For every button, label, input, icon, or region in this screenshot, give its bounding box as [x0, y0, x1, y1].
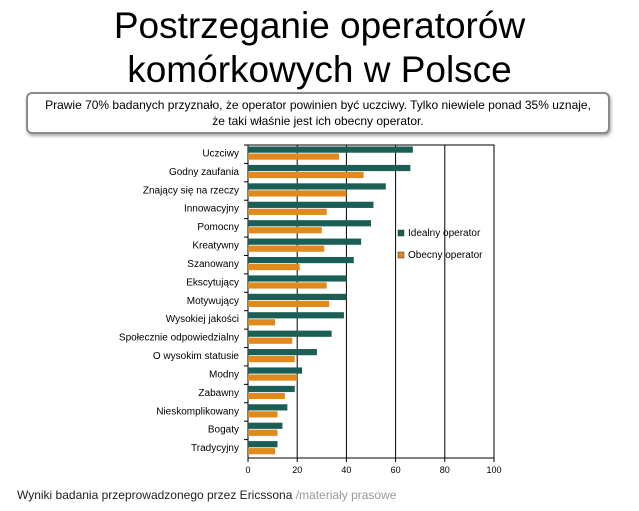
bar-ideal — [248, 404, 288, 411]
page-title: Postrzeganie operatorów komórkowych w Po… — [0, 4, 639, 92]
category-label: Motywujący — [187, 296, 239, 307]
x-tick-label: 0 — [245, 465, 250, 475]
category-label: Kreatywny — [192, 241, 239, 252]
category-label: O wysokim statusie — [153, 351, 240, 362]
bar-current — [248, 245, 325, 252]
bar-current — [248, 282, 327, 289]
bar-current — [248, 429, 278, 436]
legend-label: Obecny operator — [408, 250, 483, 261]
category-label: Ekscytujący — [186, 277, 239, 288]
category-label: Tradycyjny — [191, 443, 239, 454]
legend-swatch — [397, 251, 405, 259]
category-label: Szanowany — [187, 259, 239, 270]
caption: Wyniki badania przeprowadzonego przez Er… — [17, 488, 396, 502]
bar-ideal — [248, 367, 303, 374]
bar-current — [248, 392, 285, 400]
bar-ideal — [248, 220, 371, 227]
bar-ideal — [248, 256, 354, 264]
legend-label: Idealny operator — [408, 228, 481, 239]
bar-ideal — [248, 441, 278, 448]
caption-source: /materiały prasowe — [295, 488, 397, 502]
category-label: Bogaty — [208, 425, 239, 436]
category-label: Godny zaufania — [169, 167, 239, 178]
bar-ideal — [248, 164, 411, 172]
bar-ideal — [248, 312, 344, 319]
title-line-2: komórkowych w Polsce — [127, 49, 512, 90]
bar-ideal — [248, 349, 317, 356]
category-label: Zabawny — [198, 388, 239, 399]
bar-current — [248, 356, 295, 363]
category-label: Uczciwy — [202, 149, 239, 160]
bar-ideal — [248, 146, 413, 153]
bar-ideal — [248, 183, 386, 190]
category-label: Modny — [209, 369, 239, 380]
bar-current — [248, 300, 330, 307]
bar-ideal — [248, 275, 347, 282]
bar-current — [248, 448, 276, 455]
category-label: Znający się na rzeczy — [143, 185, 239, 196]
callout-line-2: że taki właśnie jest ich obecny operator… — [212, 114, 424, 128]
bar-current — [248, 263, 300, 271]
category-label: Wysokiej jakości — [166, 314, 239, 325]
x-tick-label: 60 — [391, 465, 401, 475]
bar-ideal — [248, 293, 347, 300]
x-tick-label: 80 — [440, 465, 450, 475]
bar-ideal — [248, 201, 374, 208]
bar-chart: 0 20 40 60 80 100 Uczciwy Godny zaufania Znający… — [119, 144, 502, 475]
bar-current — [248, 227, 322, 234]
category-label: Innowacyjny — [184, 204, 239, 215]
category-label: Społecznie odpowiedzialny — [119, 333, 239, 344]
category-label: Pomocny — [197, 222, 239, 233]
bar-ideal — [248, 422, 283, 429]
bar-current — [248, 337, 293, 344]
title-line-1: Postrzeganie operatorów — [113, 5, 526, 46]
bar-current — [248, 411, 278, 418]
caption-text: Wyniki badania przeprowadzonego przez Er… — [17, 488, 293, 502]
bar-current — [248, 171, 364, 179]
x-tick-label: 100 — [486, 465, 501, 475]
bar-current — [248, 319, 276, 326]
summary-callout: Prawie 70% badanych przyznało, że operat… — [26, 92, 610, 134]
bar-current — [248, 190, 347, 197]
bar-current — [248, 208, 327, 215]
bar-current — [248, 153, 340, 160]
x-tick-label: 20 — [292, 465, 302, 475]
legend-swatch — [397, 229, 405, 237]
bar-ideal — [248, 385, 295, 393]
bar-current — [248, 374, 298, 381]
bar-ideal — [248, 238, 362, 245]
category-label: Nieskomplikowany — [156, 406, 239, 417]
callout-line-1: Prawie 70% badanych przyznało, że operat… — [45, 98, 591, 112]
x-tick-label: 40 — [341, 465, 351, 475]
bar-ideal — [248, 330, 332, 337]
